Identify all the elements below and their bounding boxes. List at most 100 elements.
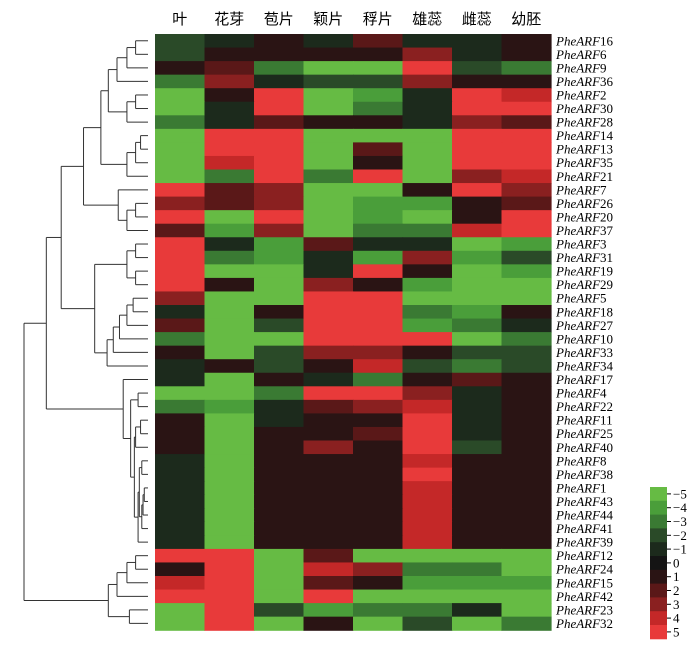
heatmap-cell	[204, 535, 255, 550]
heatmap-cell	[303, 250, 354, 265]
heatmap-cell	[155, 562, 206, 577]
heatmap-cell	[155, 101, 206, 116]
heatmap-cell	[155, 155, 206, 171]
row-label: PheARF42	[555, 589, 613, 604]
heatmap-cell	[204, 440, 255, 455]
heatmap-cell	[254, 264, 305, 279]
heatmap-cell	[303, 440, 354, 455]
heatmap-cell	[501, 128, 552, 143]
heatmap-cell	[452, 345, 503, 360]
heatmap-cell	[254, 128, 305, 143]
heatmap-cell	[402, 88, 453, 103]
column-label: 叶	[172, 10, 187, 28]
heatmap-cell	[501, 616, 552, 631]
heatmap-cell	[155, 169, 206, 184]
row-label: PheARF14	[555, 128, 614, 143]
heatmap-cell	[402, 467, 453, 482]
row-label: PheARF26	[555, 196, 614, 211]
heatmap-cell	[353, 305, 404, 320]
heatmap-cell	[452, 332, 503, 347]
heatmap-cell	[254, 548, 305, 564]
row-label: PheARF15	[555, 575, 613, 590]
row-label: PheARF5	[555, 291, 607, 306]
heatmap-cell	[204, 128, 255, 143]
heatmap-cell	[155, 359, 206, 374]
heatmap-cell	[452, 196, 503, 211]
heatmap-cell	[204, 548, 255, 564]
heatmap-cell	[254, 223, 305, 238]
heatmap-cell	[452, 467, 503, 482]
heatmap-cell	[452, 318, 503, 333]
heatmap-cell	[353, 494, 404, 509]
heatmap-cell	[501, 169, 552, 184]
heatmap-cell	[155, 440, 206, 455]
heatmap-cell	[501, 508, 552, 523]
legend-label: −5	[673, 486, 687, 501]
heatmap-cell	[501, 305, 552, 320]
legend-swatch	[650, 528, 667, 543]
heatmap-cell	[303, 291, 354, 306]
heatmap-cell	[254, 372, 305, 387]
heatmap-cell	[353, 74, 404, 89]
heatmap-cell	[155, 318, 206, 333]
heatmap-cell	[303, 345, 354, 360]
heatmap-cell	[452, 372, 503, 387]
heatmap-cell	[254, 494, 305, 509]
heatmap-cell	[402, 277, 453, 293]
heatmap-cell	[402, 115, 453, 130]
heatmap-cell	[303, 237, 354, 252]
legend-swatch	[650, 514, 667, 529]
heatmap-cell	[501, 61, 552, 76]
heatmap-cell	[303, 521, 354, 536]
heatmap-cell	[303, 223, 354, 238]
heatmap-cell	[501, 399, 552, 414]
legend-swatch	[650, 583, 667, 598]
heatmap-cell	[155, 237, 206, 252]
row-label: PheARF16	[555, 33, 614, 48]
heatmap-cell	[452, 47, 503, 62]
heatmap-cell	[402, 223, 453, 238]
heatmap-cell	[204, 359, 255, 374]
heatmap-cell	[402, 440, 453, 455]
row-label: PheARF29	[555, 277, 613, 292]
heatmap-cell	[402, 359, 453, 374]
heatmap-cell	[155, 386, 206, 401]
heatmap-cell	[254, 535, 305, 550]
heatmap-cell	[303, 61, 354, 76]
heatmap-cell	[353, 576, 404, 591]
heatmap-cell	[204, 223, 255, 238]
heatmap-cell	[353, 250, 404, 265]
heatmap-cell	[353, 47, 404, 62]
heatmap-cell	[501, 454, 552, 469]
heatmap-cell	[353, 426, 404, 442]
heatmap-cell	[204, 521, 255, 536]
heatmap-cell	[155, 345, 206, 360]
heatmap-cell	[254, 277, 305, 293]
heatmap-cell	[155, 481, 206, 496]
heatmap-cell	[254, 318, 305, 333]
row-label: PheARF33	[555, 345, 613, 360]
heatmap-cell	[303, 386, 354, 401]
heatmap-cell	[155, 372, 206, 387]
row-label: PheARF13	[555, 142, 613, 157]
heatmap-cell	[204, 372, 255, 387]
row-label: PheARF34	[555, 358, 614, 373]
heatmap-cell	[303, 101, 354, 116]
heatmap-cell	[501, 332, 552, 347]
heatmap-cell	[353, 210, 404, 225]
heatmap-cell	[452, 359, 503, 374]
heatmap-cell	[501, 47, 552, 62]
heatmap-cell	[402, 576, 453, 591]
column-label: 颖片	[313, 10, 343, 28]
heatmap-cell	[452, 508, 503, 523]
row-label: PheARF37	[555, 223, 614, 238]
heatmap-cell	[353, 454, 404, 469]
heatmap-cell	[402, 250, 453, 265]
heatmap-cell	[254, 576, 305, 591]
heatmap-cell	[155, 494, 206, 509]
heatmap-cell	[402, 386, 453, 401]
row-label: PheARF2	[555, 87, 607, 102]
row-label: PheARF7	[555, 182, 607, 197]
heatmap-cell	[303, 115, 354, 130]
